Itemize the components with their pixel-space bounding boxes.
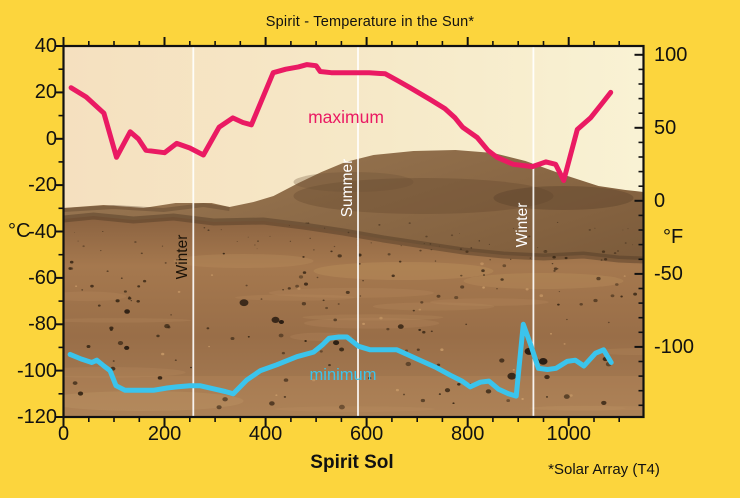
y-left-tick-label: -40 — [28, 220, 57, 243]
x-tick-label: 1000 — [546, 423, 591, 445]
y-left-tick-label: -100 — [16, 359, 57, 382]
chart-title: Spirit - Temperature in the Sun* — [265, 14, 475, 30]
season-label-winter: Winter — [514, 202, 532, 248]
y-right-tick-label: 0 — [654, 189, 666, 212]
x-tick-label: 600 — [349, 423, 384, 445]
x-tick-label: 400 — [248, 423, 283, 445]
y-right-tick-label: -50 — [654, 262, 683, 285]
footnote: *Solar Array (T4) — [548, 461, 660, 478]
season-label-summer: Summer — [339, 158, 357, 218]
season-label-winter: Winter — [174, 234, 192, 280]
max-series-label: maximum — [308, 107, 384, 127]
y-left-tick-label: 40 — [34, 35, 57, 57]
y-left-tick-label: 0 — [45, 127, 57, 150]
x-axis-title: Spirit Sol — [310, 452, 394, 473]
y-left-tick-label: -20 — [28, 174, 57, 197]
min-series-label: minimum — [309, 366, 377, 384]
y-left-unit-label: °C — [8, 219, 31, 242]
y-right-unit-label: °F — [663, 226, 684, 248]
y-right-tick-label: 50 — [654, 116, 677, 139]
x-tick-label: 0 — [57, 423, 70, 445]
y-left-tick-label: 20 — [34, 81, 57, 104]
y-left-tick-label: -120 — [16, 406, 57, 428]
x-tick-label: 200 — [147, 423, 182, 445]
y-right-tick-label: 100 — [654, 43, 688, 66]
y-left-tick-label: -60 — [28, 266, 57, 289]
y-right-tick-label: -100 — [654, 335, 695, 358]
x-tick-label: 800 — [450, 423, 485, 445]
y-left-tick-label: -80 — [28, 313, 57, 336]
